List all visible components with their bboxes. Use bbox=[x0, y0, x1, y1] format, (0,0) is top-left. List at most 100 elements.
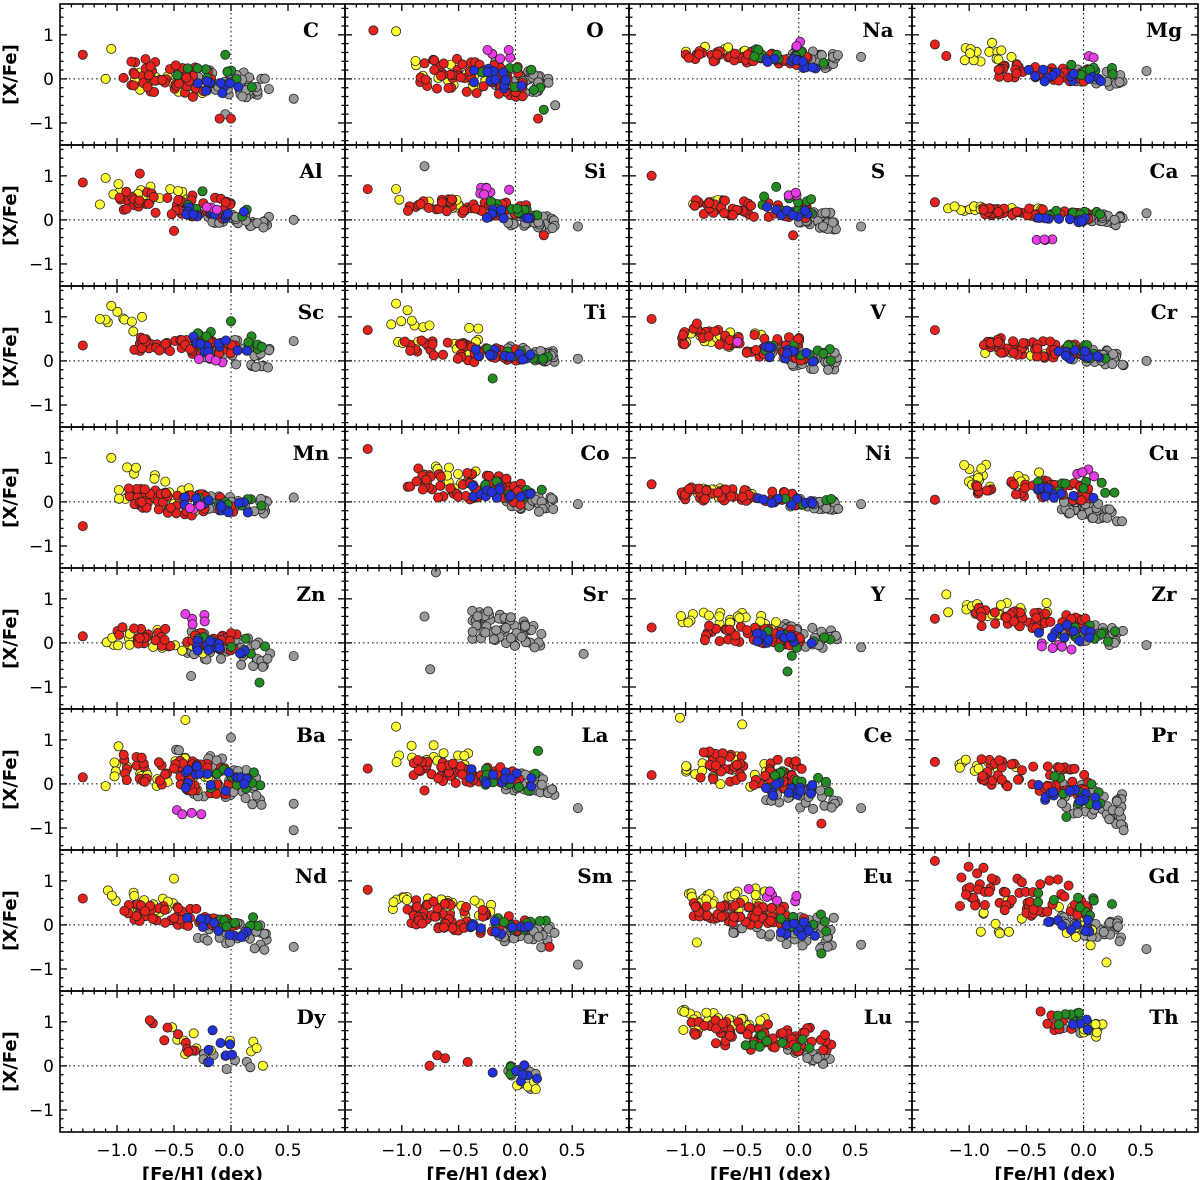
points bbox=[929, 197, 1152, 246]
data-point-blue bbox=[239, 779, 250, 790]
data-point-green bbox=[1060, 478, 1071, 489]
data-point-green bbox=[201, 331, 212, 342]
data-point-green bbox=[1107, 69, 1118, 80]
data-point-red bbox=[402, 205, 413, 216]
data-point-red bbox=[185, 344, 196, 355]
data-point-red bbox=[1031, 612, 1042, 623]
data-point-red bbox=[646, 622, 657, 633]
data-point-yellow bbox=[428, 740, 439, 751]
data-point-red bbox=[737, 492, 748, 503]
data-point-gray bbox=[807, 622, 818, 633]
data-point-red bbox=[435, 471, 446, 482]
data-point-gray bbox=[856, 803, 867, 814]
data-point-blue bbox=[223, 507, 234, 518]
data-point-gray bbox=[288, 336, 299, 347]
y-tick-label: 0 bbox=[43, 352, 54, 372]
data-point-blue bbox=[1070, 345, 1081, 356]
data-point-red bbox=[419, 58, 430, 69]
data-point-gray bbox=[251, 790, 262, 801]
data-point-red bbox=[77, 49, 88, 60]
data-point-yellow bbox=[100, 172, 111, 183]
data-point-gray bbox=[425, 664, 436, 675]
y-tick-label: 1 bbox=[43, 449, 54, 469]
data-point-blue bbox=[192, 78, 203, 89]
data-point-green bbox=[256, 341, 267, 352]
data-point-red bbox=[121, 186, 132, 197]
data-point-blue bbox=[481, 778, 492, 789]
data-point-red bbox=[720, 195, 731, 206]
data-point-green bbox=[1096, 628, 1107, 639]
data-point-gray bbox=[236, 659, 247, 670]
data-point-red bbox=[162, 192, 173, 203]
data-point-magenta bbox=[211, 204, 222, 215]
data-point-gray bbox=[472, 611, 483, 622]
data-point-blue bbox=[203, 495, 214, 506]
data-point-red bbox=[437, 349, 448, 360]
panel-y: Y bbox=[628, 567, 913, 710]
y-tick-label: 1 bbox=[43, 167, 54, 187]
element-label: Mg bbox=[1146, 18, 1182, 42]
data-point-magenta bbox=[479, 189, 490, 200]
data-point-blue bbox=[763, 634, 774, 645]
data-point-gray bbox=[288, 651, 299, 662]
data-point-magenta bbox=[196, 809, 207, 820]
data-point-red bbox=[704, 198, 715, 209]
points bbox=[362, 298, 583, 384]
data-point-blue bbox=[220, 785, 231, 796]
data-point-blue bbox=[242, 507, 253, 518]
panel-cr: Cr bbox=[911, 285, 1199, 428]
data-point-gray bbox=[856, 642, 867, 653]
data-point-yellow bbox=[391, 184, 402, 195]
data-point-red bbox=[816, 818, 827, 829]
element-label: La bbox=[581, 723, 608, 747]
data-point-blue bbox=[785, 631, 796, 642]
data-point-gray bbox=[1102, 512, 1113, 523]
data-point-yellow bbox=[100, 73, 111, 84]
panel-ca: Ca bbox=[911, 144, 1199, 287]
points bbox=[362, 161, 583, 241]
data-point-gray bbox=[546, 493, 557, 504]
data-point-gray bbox=[1077, 510, 1088, 521]
data-point-yellow bbox=[683, 617, 694, 628]
data-point-blue bbox=[233, 81, 244, 92]
data-point-blue bbox=[505, 351, 516, 362]
data-point-green bbox=[533, 745, 544, 756]
data-point-yellow bbox=[453, 468, 464, 479]
data-point-green bbox=[243, 337, 254, 348]
data-point-magenta bbox=[503, 45, 514, 56]
data-point-red bbox=[767, 486, 778, 497]
data-point-red bbox=[727, 210, 738, 221]
data-point-blue bbox=[1038, 64, 1049, 75]
data-point-red bbox=[433, 773, 444, 784]
data-point-red bbox=[679, 339, 690, 350]
data-point-green bbox=[513, 782, 524, 793]
data-point-green bbox=[512, 63, 523, 74]
data-point-blue bbox=[801, 347, 812, 358]
data-point-magenta bbox=[201, 202, 212, 213]
points bbox=[646, 313, 842, 375]
points bbox=[929, 589, 1152, 655]
data-point-yellow bbox=[734, 613, 745, 624]
data-point-gray bbox=[832, 50, 843, 61]
data-point-red bbox=[412, 755, 423, 766]
data-point-red bbox=[431, 83, 442, 94]
data-point-red bbox=[691, 318, 702, 329]
data-point-red bbox=[772, 754, 783, 765]
data-point-blue bbox=[468, 77, 479, 88]
data-point-yellow bbox=[424, 320, 435, 331]
data-point-blue bbox=[1074, 635, 1085, 646]
panel-c: C bbox=[59, 3, 346, 146]
data-point-gray bbox=[572, 221, 583, 232]
element-label: Mn bbox=[293, 441, 330, 465]
element-label: Sr bbox=[583, 582, 608, 606]
data-point-red bbox=[731, 759, 742, 770]
data-point-blue bbox=[1048, 492, 1059, 503]
element-label: S bbox=[871, 159, 885, 183]
data-point-blue bbox=[241, 345, 252, 356]
data-point-blue bbox=[807, 62, 818, 73]
data-point-red bbox=[929, 325, 940, 336]
data-point-red bbox=[684, 483, 695, 494]
data-point-blue bbox=[1030, 71, 1041, 82]
data-point-blue bbox=[1033, 212, 1044, 223]
data-point-yellow bbox=[976, 463, 987, 474]
